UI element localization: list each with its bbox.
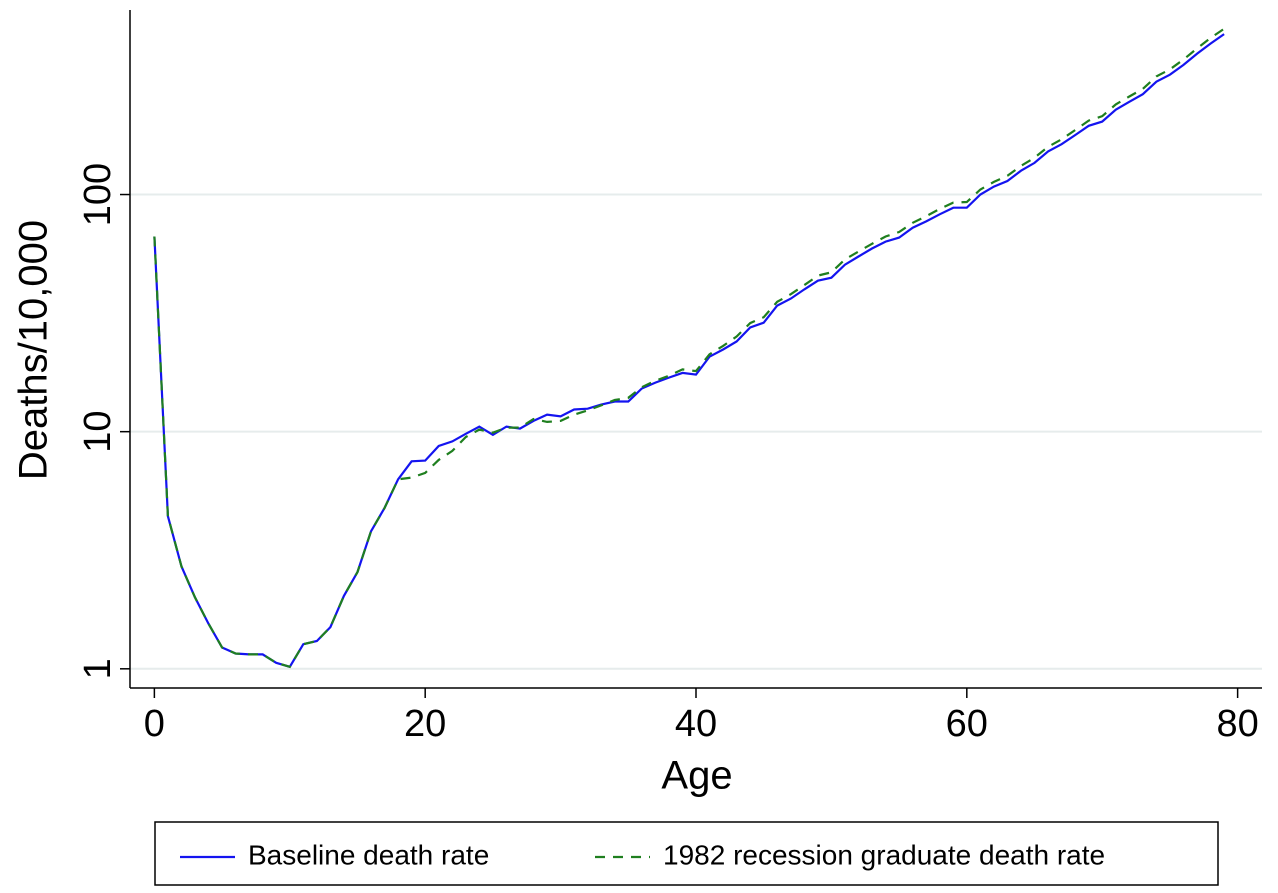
y-tick-label: 10: [77, 411, 119, 453]
data-line: [153, 27, 1225, 669]
x-tick-label: 0: [144, 703, 165, 745]
x-tick-label: 40: [675, 703, 717, 745]
legend-box: [154, 821, 1219, 886]
x-axis-title: Age: [661, 754, 732, 798]
legend-label: Baseline death rate: [248, 839, 489, 870]
x-tick-label: 80: [1216, 703, 1258, 745]
legend-label: 1982 recession graduate death rate: [663, 839, 1105, 870]
x-tick-label: 60: [946, 703, 988, 745]
data-line: [153, 33, 1225, 669]
x-tick-label: 20: [404, 703, 446, 745]
y-axis-title: Deaths/10,000: [12, 220, 56, 480]
y-tick-label: 100: [77, 163, 119, 226]
y-tick-label: 1: [77, 658, 119, 679]
